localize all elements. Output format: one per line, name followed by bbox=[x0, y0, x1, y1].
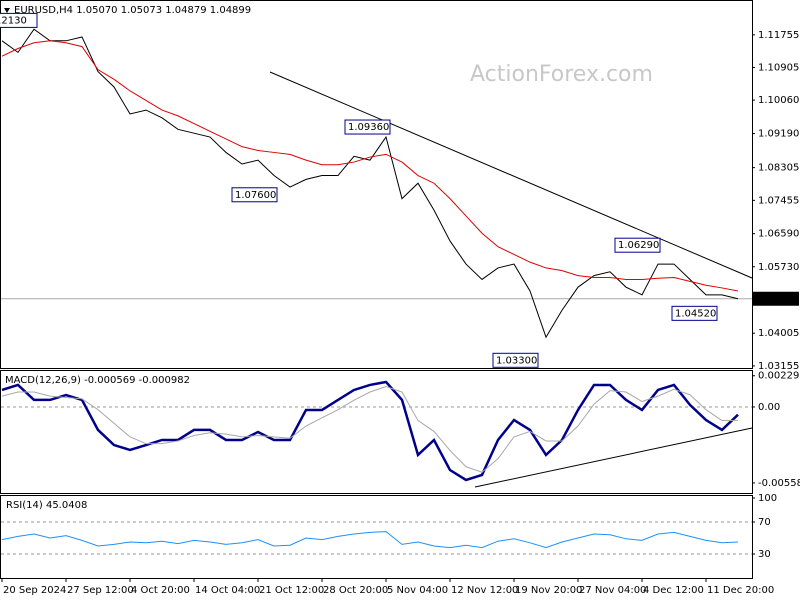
price-title: EURUSD,H4 1.05070 1.05073 1.04879 1.0489… bbox=[14, 5, 251, 16]
x-tick-label: 27 Nov 04:00 bbox=[579, 585, 646, 596]
y-tick-label: 1.08305 bbox=[758, 163, 799, 174]
x-tick-label: 12 Nov 12:00 bbox=[451, 585, 518, 596]
annotation-label: 1.03300 bbox=[496, 355, 537, 366]
rsi-title: RSI(14) 45.0408 bbox=[6, 500, 87, 511]
watermark: ActionForex.com bbox=[470, 62, 653, 87]
price-trendline bbox=[269, 71, 753, 279]
y-tick-label: 1.03155 bbox=[758, 361, 799, 372]
y-tick-label: 0.002298 bbox=[758, 371, 800, 382]
x-tick-label: 5 Nov 04:00 bbox=[387, 585, 448, 596]
y-tick-label: 0.00 bbox=[758, 402, 780, 413]
y-tick-label: -0.005589 bbox=[758, 478, 800, 489]
x-tick-label: 20 Sep 2024 bbox=[3, 585, 66, 596]
annotation-label: 1.06290 bbox=[618, 240, 659, 251]
y-tick-label: 30 bbox=[758, 549, 771, 560]
x-tick-label: 11 Dec 20:00 bbox=[707, 585, 774, 596]
annotation-label: 1.04520 bbox=[675, 308, 716, 319]
last-price-box bbox=[753, 291, 799, 306]
last-price-label: 1.04899 bbox=[756, 294, 797, 305]
annotation-box bbox=[614, 237, 661, 253]
annotation-box bbox=[231, 187, 278, 203]
y-tick-label: 70 bbox=[758, 517, 771, 528]
macd-pane bbox=[0, 370, 753, 494]
series-line bbox=[1, 380, 739, 482]
y-tick-label: 1.10060 bbox=[758, 95, 799, 106]
x-tick-label: 19 Nov 20:00 bbox=[515, 585, 582, 596]
x-tick-label: 4 Oct 20:00 bbox=[131, 585, 190, 596]
series-line bbox=[1, 40, 739, 292]
rsi-pane bbox=[0, 495, 753, 579]
y-tick-label: 1.10905 bbox=[758, 63, 799, 74]
x-tick-label: 14 Oct 04:00 bbox=[195, 585, 260, 596]
x-tick-label: 27 Sep 12:00 bbox=[67, 585, 134, 596]
y-tick-label: 100 bbox=[758, 493, 777, 504]
price-pane bbox=[0, 0, 753, 369]
y-tick-label: 1.11755 bbox=[758, 30, 799, 41]
annotation-label: 1.09360 bbox=[348, 122, 389, 133]
x-tick-label: 21 Oct 12:00 bbox=[259, 585, 324, 596]
annotation-label: 1.07600 bbox=[235, 190, 276, 201]
x-tick-label: 4 Dec 12:00 bbox=[643, 585, 704, 596]
annotation-box bbox=[492, 352, 539, 368]
annotation-box bbox=[344, 119, 391, 135]
y-tick-label: 1.06590 bbox=[758, 229, 799, 240]
y-tick-label: 1.09190 bbox=[758, 129, 799, 140]
x-tick-label: 28 Oct 20:00 bbox=[323, 585, 388, 596]
series-line bbox=[1, 386, 739, 473]
macd-title: MACD(12,26,9) -0.000569 -0.000982 bbox=[5, 375, 190, 386]
menu-triangle bbox=[4, 8, 10, 13]
annotation-label: 12130 bbox=[0, 15, 27, 26]
annotation-box bbox=[671, 305, 718, 321]
y-tick-label: 1.07455 bbox=[758, 195, 799, 206]
y-tick-label: 1.05730 bbox=[758, 262, 799, 273]
series-line bbox=[1, 531, 739, 549]
macd-trendline bbox=[474, 427, 753, 488]
series-line bbox=[1, 28, 739, 339]
y-tick-label: 1.04005 bbox=[758, 328, 799, 339]
annotation-box bbox=[0, 12, 38, 28]
